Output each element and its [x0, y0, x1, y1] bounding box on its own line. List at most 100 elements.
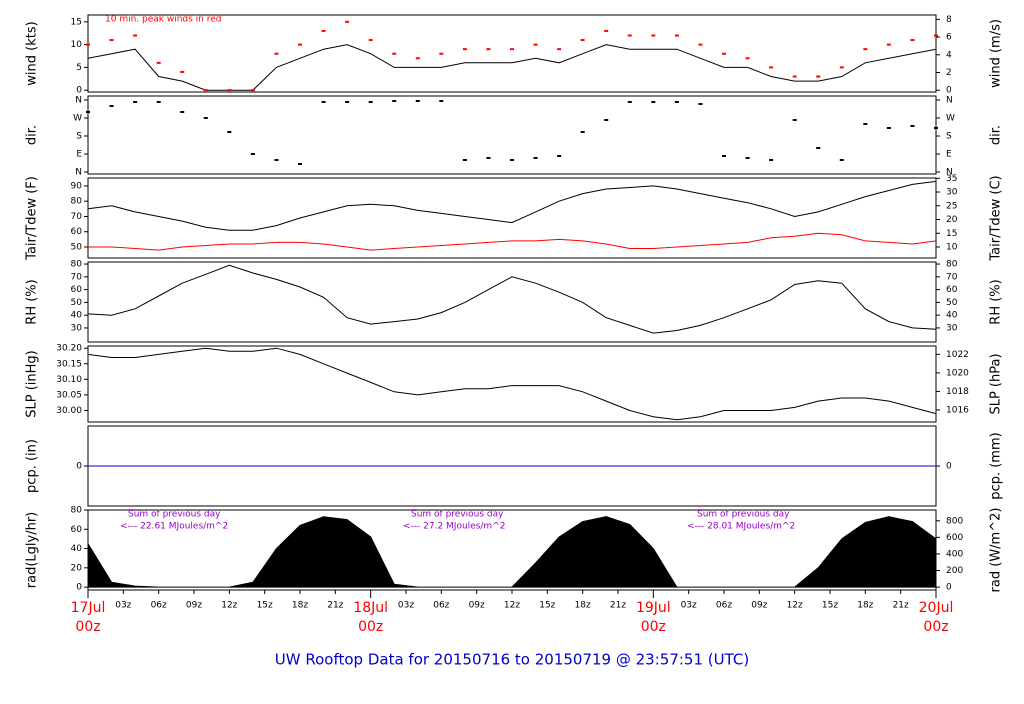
annotation: Sum of previous day — [697, 510, 790, 520]
y-tick-label: 0 — [76, 462, 82, 472]
y-tick-label: 80 — [71, 260, 83, 270]
point — [415, 100, 420, 102]
annotation: <--- 27.2 MJoules/m^2 — [403, 522, 505, 532]
y2-tick-label: 80 — [946, 260, 958, 270]
y2-tick-label: 400 — [946, 549, 963, 559]
panel-frame — [87, 345, 937, 423]
point — [604, 29, 609, 32]
point — [439, 100, 444, 102]
x-tick-label: 21z — [327, 601, 343, 611]
y2-tick-label: 0 — [946, 86, 952, 96]
point — [486, 48, 491, 51]
x-tick-label: 03z — [681, 601, 697, 611]
y2-tick-label: 0 — [946, 462, 952, 472]
y2-axis-label: RH (%) — [989, 279, 1004, 324]
point — [510, 48, 514, 51]
y2-tick-label: N — [946, 168, 953, 178]
y-tick-label: W — [73, 114, 82, 124]
y2-tick-label: 30 — [946, 323, 958, 333]
y2-tick-label: 50 — [946, 298, 958, 308]
point — [863, 48, 868, 51]
y-tick-label: N — [75, 96, 82, 106]
point — [674, 34, 679, 37]
point — [698, 43, 703, 46]
annotation: Sum of previous day — [128, 510, 221, 520]
point — [651, 101, 656, 103]
y2-tick-label: 1022 — [946, 350, 969, 360]
y-tick-label: 30.10 — [56, 375, 82, 385]
date-label: 17Jul — [71, 600, 106, 616]
y-axis-label: Tair/Tdew (F) — [25, 176, 40, 261]
point — [180, 111, 185, 113]
y-tick-label: E — [76, 150, 82, 160]
x-tick-label: 06z — [151, 601, 167, 611]
x-tick-label: 12z — [504, 601, 520, 611]
line — [87, 347, 937, 421]
y-tick-label: 70 — [71, 212, 83, 222]
panel-frame — [87, 261, 937, 343]
point — [274, 159, 279, 161]
y-tick-label: 60 — [71, 525, 83, 535]
x-tick-label: 06z — [716, 601, 732, 611]
point — [557, 48, 562, 51]
panel-frame — [87, 14, 937, 93]
x-tick-label: 21z — [893, 601, 909, 611]
y-tick-label: 40 — [71, 311, 83, 321]
y2-tick-label: 600 — [946, 533, 963, 543]
y-axis-label: wind (kts) — [25, 21, 40, 85]
y-tick-label: 40 — [71, 544, 83, 554]
annotation: 10 min. peak winds in red — [105, 15, 222, 25]
point — [415, 57, 420, 60]
panel-frame — [87, 177, 937, 259]
y2-axis-label: wind (m/s) — [989, 19, 1004, 88]
y2-tick-label: 25 — [946, 201, 957, 211]
y-tick-label: 20 — [71, 563, 83, 573]
point — [392, 100, 397, 102]
point — [580, 131, 585, 133]
y2-tick-label: 70 — [946, 272, 958, 282]
point — [486, 157, 491, 159]
point — [674, 101, 679, 103]
point — [109, 39, 114, 42]
x-tick-label: 15z — [257, 601, 273, 611]
point — [886, 127, 891, 129]
point — [934, 127, 938, 129]
point — [698, 103, 703, 105]
point — [274, 52, 279, 55]
point — [133, 101, 138, 103]
y2-tick-label: 4 — [946, 50, 952, 60]
area — [87, 516, 937, 588]
point — [651, 34, 656, 37]
y2-tick-label: 35 — [946, 174, 957, 184]
y-tick-label: 5 — [76, 63, 82, 73]
y-tick-label: 80 — [71, 506, 83, 516]
point — [321, 29, 326, 32]
y2-tick-label: 200 — [946, 566, 963, 576]
y2-tick-label: 1016 — [946, 405, 969, 415]
x-tick-label: 06z — [433, 601, 449, 611]
line — [87, 44, 937, 91]
y2-tick-label: 2 — [946, 68, 952, 78]
x-tick-label: 03z — [398, 601, 414, 611]
y-axis-label: rad(Lgly/hr) — [25, 512, 40, 588]
point — [439, 52, 444, 55]
point — [886, 43, 891, 46]
point — [769, 159, 774, 161]
point — [250, 89, 255, 92]
point — [345, 20, 350, 23]
x-tick-label: 09z — [186, 601, 202, 611]
point — [769, 66, 774, 69]
annotation: <--- 22.61 MJoules/m^2 — [120, 522, 228, 532]
y-axis-label: RH (%) — [25, 279, 40, 324]
y-tick-label: 60 — [71, 227, 83, 237]
point — [816, 75, 821, 78]
point — [910, 39, 915, 42]
point — [934, 34, 938, 37]
y-tick-label: 0 — [76, 86, 82, 96]
point — [227, 89, 232, 92]
point — [863, 123, 868, 125]
point — [250, 153, 255, 155]
point — [792, 75, 797, 78]
point — [156, 61, 161, 64]
y-tick-label: 10 — [71, 40, 83, 50]
